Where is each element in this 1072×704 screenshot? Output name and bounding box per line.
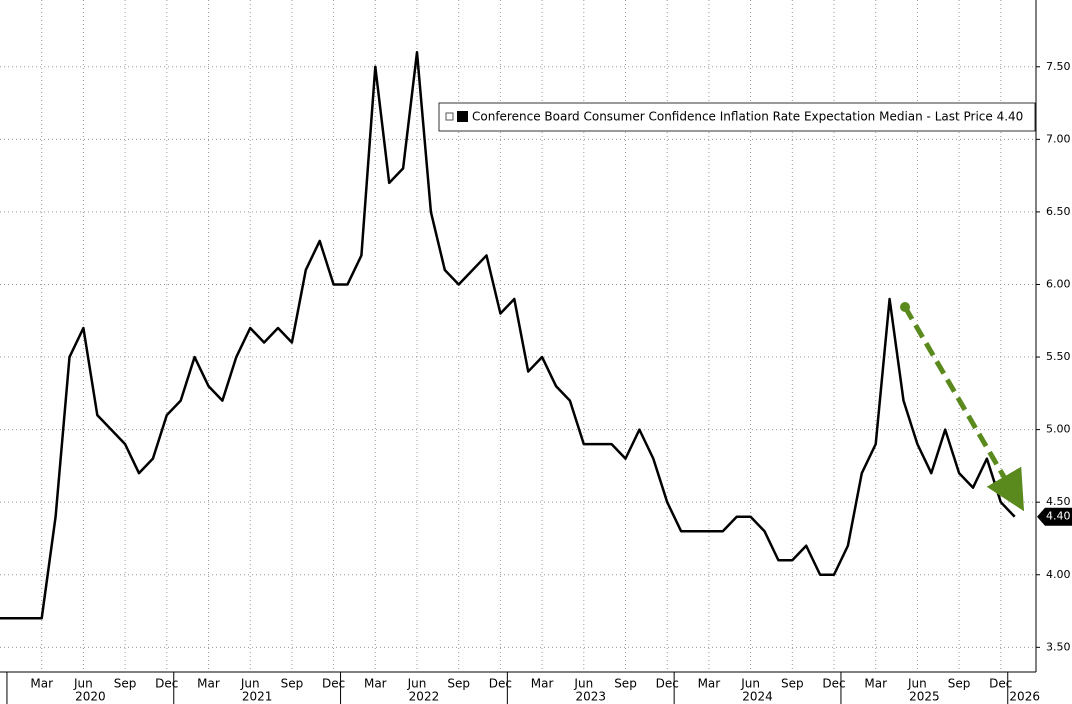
year-label: 2023 xyxy=(575,690,606,704)
x-tick-label: Sep xyxy=(281,677,304,691)
x-tick-label: Dec xyxy=(989,677,1012,691)
x-tick-label: Dec xyxy=(656,677,679,691)
year-label: 2024 xyxy=(742,690,773,704)
y-tick-label: 7.00 xyxy=(1046,132,1071,145)
year-label: 2026 xyxy=(1009,690,1040,704)
year-label: 2022 xyxy=(409,690,440,704)
arrow-start xyxy=(900,302,910,312)
y-tick-label: 7.50 xyxy=(1046,60,1071,73)
legend-toggle xyxy=(445,112,454,121)
y-tick-label: 4.00 xyxy=(1046,568,1071,581)
last-value-label: 4.40 xyxy=(1046,510,1071,523)
year-label: 2020 xyxy=(75,690,106,704)
x-tick-label: Dec xyxy=(155,677,178,691)
x-tick-label: Jun xyxy=(573,677,593,691)
x-tick-label: Jun xyxy=(740,677,760,691)
legend: Conference Board Consumer Confidence Inf… xyxy=(438,102,1036,132)
series-line xyxy=(0,51,1016,620)
x-tick-label: Sep xyxy=(114,677,137,691)
y-tick-label: 6.00 xyxy=(1046,277,1071,290)
x-tick-label: Sep xyxy=(614,677,637,691)
x-tick-label: Dec xyxy=(489,677,512,691)
grid xyxy=(0,0,1040,672)
y-tick-label: 6.50 xyxy=(1046,205,1071,218)
x-tick-label: Mar xyxy=(197,677,220,691)
year-label: 2021 xyxy=(242,690,273,704)
x-tick-label: Sep xyxy=(948,677,971,691)
y-tick-label: 3.50 xyxy=(1046,640,1071,653)
y-tick-label: 5.00 xyxy=(1046,423,1071,436)
x-tick-label: Jun xyxy=(73,677,93,691)
x-tick-label: Jun xyxy=(407,677,427,691)
x-tick-label: Dec xyxy=(822,677,845,691)
x-tick-label: Jun xyxy=(240,677,260,691)
year-label: 2025 xyxy=(909,690,940,704)
x-tick-label: Mar xyxy=(364,677,387,691)
trend-arrow xyxy=(902,305,1025,512)
x-tick-label: Dec xyxy=(322,677,345,691)
x-tick-label: Sep xyxy=(781,677,804,691)
plot xyxy=(0,51,1016,620)
y-tick-label: 5.50 xyxy=(1046,350,1071,363)
x-tick-label: Mar xyxy=(30,677,53,691)
x-tick-label: Jun xyxy=(907,677,927,691)
x-tick-label: Mar xyxy=(864,677,887,691)
last-value-tag xyxy=(1037,507,1072,526)
x-tick-label: Sep xyxy=(447,677,470,691)
y-tick-label: 4.50 xyxy=(1046,495,1071,508)
legend-label: Conference Board Consumer Confidence Inf… xyxy=(472,110,1023,124)
legend-box xyxy=(438,102,1036,132)
x-tick-label: Mar xyxy=(531,677,554,691)
x-tick-label: Mar xyxy=(698,677,721,691)
legend-swatch xyxy=(457,111,468,122)
